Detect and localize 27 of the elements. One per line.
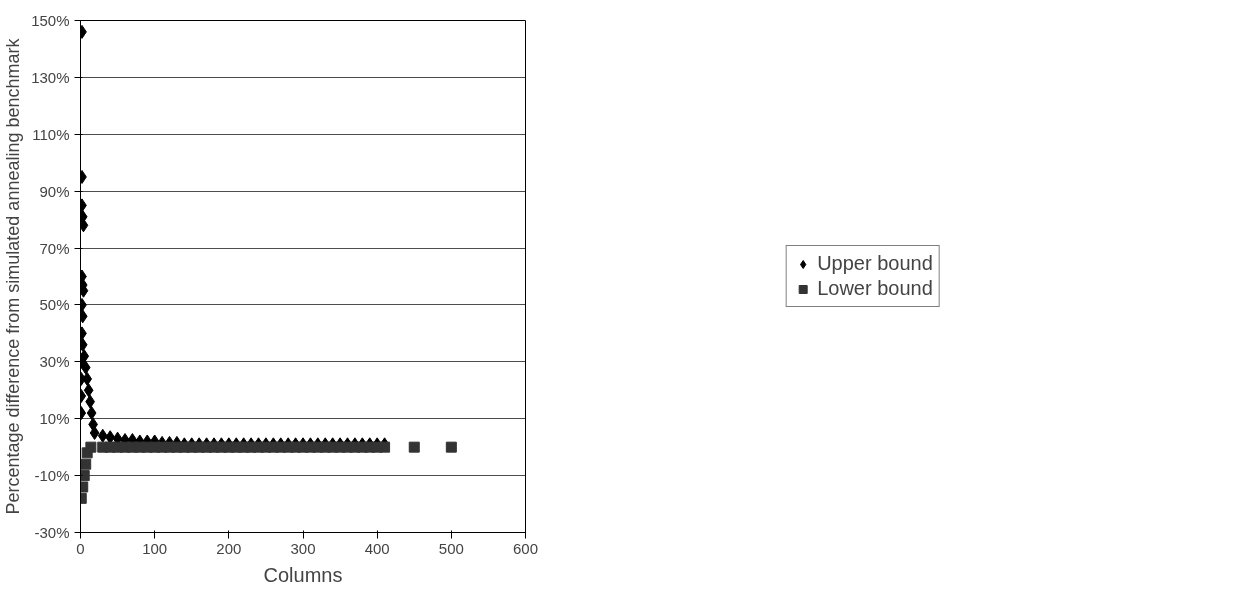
y-tick-label: 30% [39, 353, 70, 371]
y-tick-label: -10% [34, 467, 70, 485]
x-tick-label: 600 [512, 539, 539, 557]
point [80, 458, 92, 470]
point [80, 470, 90, 482]
y-tick-label: 150% [31, 12, 70, 29]
y-tick-label: 70% [39, 239, 70, 257]
x-tick-label: 200 [216, 539, 242, 557]
point [445, 441, 457, 453]
point [408, 441, 420, 453]
y-tick-label: 90% [39, 182, 70, 200]
x-tick-label: 100 [142, 539, 168, 557]
y-tick-label: 10% [39, 410, 70, 428]
x-axis-title: Columns [263, 563, 343, 586]
x-tick-label: 500 [438, 539, 464, 557]
x-tick-label: 300 [290, 539, 316, 557]
x-tick-label: 0 [76, 539, 85, 557]
y-tick-label: 50% [39, 296, 70, 314]
y-tick-label: -30% [34, 524, 70, 541]
y-tick-label: 110% [32, 125, 70, 143]
y-axis-title: Percentage difference from simulated annealing benchmark [3, 37, 24, 515]
point [85, 441, 97, 453]
point [379, 441, 391, 453]
y-tick-label: 130% [31, 68, 70, 86]
x-tick-label: 400 [364, 539, 390, 557]
legend-label: Upper bound [817, 252, 933, 275]
legend-label: Lower bound [817, 277, 933, 300]
